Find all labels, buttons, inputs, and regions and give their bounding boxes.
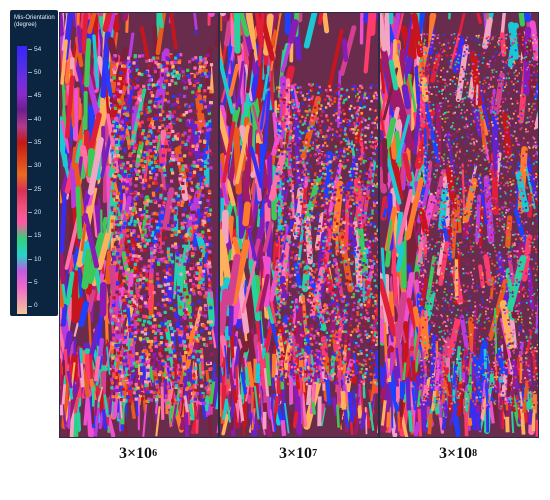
caption-1-base: 3×10 <box>118 445 153 462</box>
colorbar-tick <box>28 189 32 191</box>
colorbar-tick-label: 20 <box>34 208 42 216</box>
grain-map-panel-1 <box>59 12 219 438</box>
colorbar-tick-label: 10 <box>34 255 42 263</box>
colorbar-tick <box>28 95 32 97</box>
caption-2-exponent: 7 <box>312 448 318 459</box>
colorbar-tick-label: 54 <box>34 45 42 53</box>
colorbar-tick-label: 15 <box>34 232 42 240</box>
colorbar-tick-label: 50 <box>34 68 42 76</box>
colorbar-tick <box>28 119 32 121</box>
caption-3-base: 3×10 <box>438 445 473 462</box>
grain-map-2 <box>220 13 378 437</box>
colorbar-tick <box>28 165 32 167</box>
colorbar-tick-label: 30 <box>34 162 42 170</box>
colorbar-gradient <box>17 46 27 314</box>
colorbar-tick <box>28 72 32 74</box>
panel-caption-2: 3×107 <box>218 445 378 463</box>
grain-map-3 <box>380 13 538 437</box>
grain-map-1 <box>60 13 218 437</box>
colorbar-tick <box>28 282 32 284</box>
colorbar-tick-label: 5 <box>34 278 38 286</box>
colorbar-tick-label: 25 <box>34 185 42 193</box>
colorbar-title-line1: Mis-Orientation <box>14 15 55 21</box>
colorbar-tick <box>28 49 32 50</box>
colorbar-tick-label: 40 <box>34 115 42 123</box>
caption-1-exponent: 6 <box>152 448 158 459</box>
colorbar-tick-label: 45 <box>34 92 42 100</box>
panel-caption-3: 3×108 <box>378 445 538 463</box>
colorbar-tick <box>28 259 32 261</box>
misorientation-colorbar: Mis-Orientation (degree) 54 50 45 40 35 30 25 2… <box>10 10 58 316</box>
colorbar-tick <box>28 235 32 237</box>
grain-map-panel-3 <box>379 12 539 438</box>
colorbar-tick <box>28 305 32 307</box>
panel-caption-1: 3×106 <box>58 445 218 463</box>
colorbar-title-line2: (degree) <box>14 22 37 28</box>
colorbar-tick <box>28 142 32 144</box>
caption-2-base: 3×10 <box>278 445 313 462</box>
colorbar-tick-label: 0 <box>34 302 38 310</box>
grain-map-panel-2 <box>219 12 379 438</box>
colorbar-title: Mis-Orientation (degree) <box>14 15 58 29</box>
caption-3-exponent: 8 <box>472 448 478 459</box>
colorbar-tick-label: 35 <box>34 138 42 146</box>
colorbar-tick <box>28 212 32 214</box>
